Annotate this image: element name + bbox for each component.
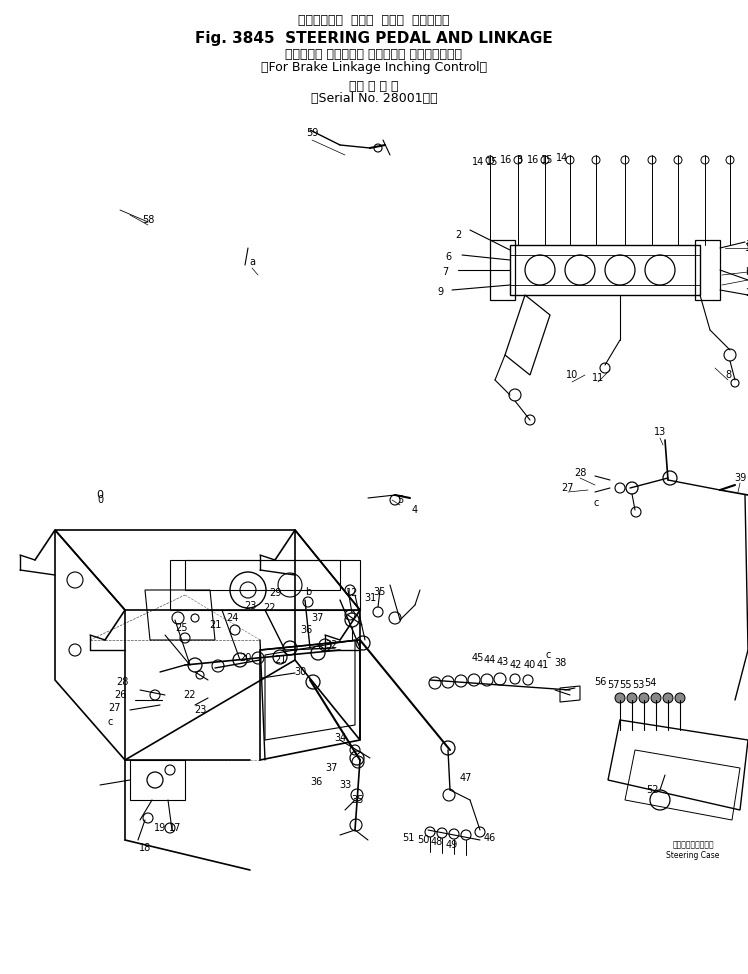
Text: 37: 37 [326,763,338,773]
Text: 31: 31 [364,593,376,603]
Text: 12: 12 [346,588,358,598]
Text: 19: 19 [154,823,166,833]
Text: 27: 27 [108,703,121,713]
Text: 54: 54 [644,678,656,688]
Text: 15: 15 [541,155,554,165]
Text: 49: 49 [446,840,458,850]
Text: 23: 23 [194,705,206,715]
Text: 14: 14 [472,157,484,167]
Text: 38: 38 [554,658,566,668]
Text: 1: 1 [745,243,748,253]
Text: 8: 8 [725,370,731,380]
Text: 15: 15 [485,157,498,167]
Text: 51: 51 [402,833,414,843]
Text: 25: 25 [176,623,188,633]
Text: b: b [745,267,748,277]
Text: 32: 32 [326,640,338,650]
Text: 18: 18 [139,843,151,853]
Text: 29: 29 [269,588,281,598]
Text: 20: 20 [239,653,251,663]
Text: b: b [305,587,311,597]
Text: 28: 28 [116,677,128,687]
Text: 21: 21 [209,620,221,630]
Text: ステアリングケース: ステアリングケース [672,841,714,849]
Text: c: c [593,498,598,508]
Text: 23: 23 [244,601,256,611]
Text: （ブレーキ リンケージ インチング コントロール用: （ブレーキ リンケージ インチング コントロール用 [286,49,462,61]
Text: 35: 35 [352,795,364,805]
Text: 2: 2 [455,230,461,240]
Text: 43: 43 [497,657,509,667]
Text: 52: 52 [646,785,658,795]
Text: 5: 5 [397,495,403,505]
Text: 27: 27 [562,483,574,493]
Text: 28: 28 [574,468,586,478]
Text: 10: 10 [566,370,578,380]
Text: （Serial No. 28001～）: （Serial No. 28001～） [310,93,438,105]
Text: 11: 11 [592,373,604,383]
Text: 39: 39 [734,473,746,483]
Text: 22: 22 [264,603,276,613]
Text: 40: 40 [524,660,536,670]
Text: a: a [249,257,255,267]
Text: 16: 16 [527,155,539,165]
Text: （適 用 号 機: （適 用 号 機 [349,80,399,93]
Text: c: c [545,650,551,660]
Text: 41: 41 [537,660,549,670]
Text: 0: 0 [97,495,103,505]
Text: 53: 53 [632,680,644,690]
Text: 48: 48 [431,837,443,847]
Text: 55: 55 [619,680,631,690]
Text: 44: 44 [484,655,496,665]
Text: 16: 16 [500,155,512,165]
Text: 59: 59 [306,128,318,138]
Text: 6: 6 [445,252,451,262]
Text: 26: 26 [114,690,126,700]
Text: 42: 42 [510,660,522,670]
Circle shape [675,693,685,703]
Text: ステアリング  ペダル  および  リンケージ: ステアリング ペダル および リンケージ [298,14,450,26]
Text: 46: 46 [484,833,496,843]
Text: 30: 30 [294,667,306,677]
Text: 36: 36 [300,625,312,635]
Text: Steering Case: Steering Case [666,850,720,859]
Text: 47: 47 [460,773,472,783]
Text: 24: 24 [226,613,238,623]
Circle shape [627,693,637,703]
Text: 33: 33 [339,780,351,790]
Text: 0: 0 [96,490,103,500]
Text: 37: 37 [312,613,324,623]
Text: 56: 56 [594,677,606,687]
Text: 34: 34 [334,733,346,743]
Text: （For Brake Linkage Inching Control）: （For Brake Linkage Inching Control） [261,61,487,74]
Text: 50: 50 [417,835,429,845]
Text: 17: 17 [169,823,181,833]
Text: 7: 7 [442,267,448,277]
Text: 13: 13 [654,427,666,437]
Text: 57: 57 [607,680,619,690]
Text: c: c [107,717,113,727]
Text: Fig. 3845  STEERING PEDAL AND LINKAGE: Fig. 3845 STEERING PEDAL AND LINKAGE [195,30,553,46]
Circle shape [663,693,673,703]
Text: 45: 45 [472,653,484,663]
Text: 58: 58 [142,215,154,225]
Circle shape [639,693,649,703]
Text: 36: 36 [310,777,322,787]
Text: 35: 35 [374,587,386,597]
Text: 22: 22 [184,690,196,700]
Text: 14: 14 [556,153,568,163]
Circle shape [615,693,625,703]
Text: 4: 4 [412,505,418,515]
Circle shape [651,693,661,703]
Text: 2: 2 [745,288,748,298]
Text: 3: 3 [516,155,522,165]
Text: a: a [745,238,748,248]
Text: 9: 9 [437,287,443,297]
Text: 21: 21 [274,655,286,665]
